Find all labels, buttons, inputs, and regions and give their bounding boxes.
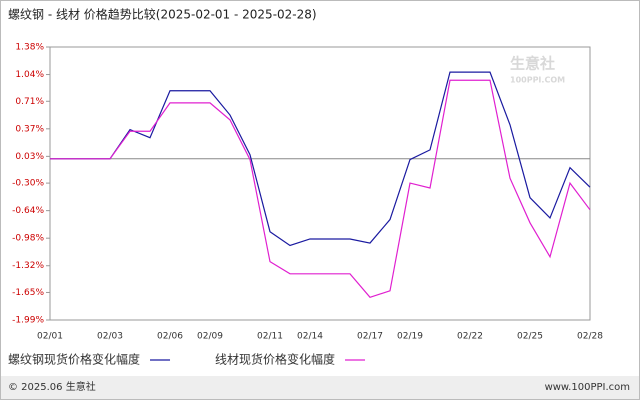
y-tick-label: 1.38% [15,43,44,53]
chart-title: 螺纹钢 - 线材 价格趋势比较(2025-02-01 - 2025-02-28) [8,7,317,22]
x-tick-label: 02/19 [397,332,423,342]
y-tick-label: -0.30% [12,179,44,189]
x-tick-label: 02/22 [457,332,483,342]
footer-right: www.100PPI.com [545,382,630,393]
legend-label: 线材现货价格变化幅度 [215,352,335,367]
y-tick-label: 0.71% [15,97,44,107]
series-line [50,71,591,247]
x-tick-label: 02/09 [197,332,223,342]
watermark: 生意社 [510,55,555,73]
y-tick-label: 0.03% [15,152,44,162]
y-tick-label: -0.64% [12,206,44,216]
x-tick-label: 02/25 [517,332,543,342]
footer-bg [1,376,639,399]
x-tick-label: 02/11 [257,332,283,342]
y-tick-label: -0.98% [12,234,44,244]
series-line [50,79,591,299]
x-tick-label: 02/17 [357,332,383,342]
y-tick-label: -1.99% [12,316,44,326]
x-tick-label: 02/01 [37,332,63,342]
y-tick-label: -1.65% [12,288,44,298]
watermark-sub: 100PPI.COM [510,76,565,85]
footer-left: © 2025.06 生意社 [8,380,96,393]
y-tick-label: -1.32% [12,261,44,271]
x-tick-label: 02/28 [577,332,603,342]
legend-label: 螺纹钢现货价格变化幅度 [8,352,140,367]
y-tick-label: 0.37% [15,124,44,134]
x-tick-label: 02/03 [97,332,123,342]
x-tick-label: 02/14 [297,332,323,342]
x-tick-label: 02/06 [157,332,183,342]
y-tick-label: 1.04% [15,70,44,80]
